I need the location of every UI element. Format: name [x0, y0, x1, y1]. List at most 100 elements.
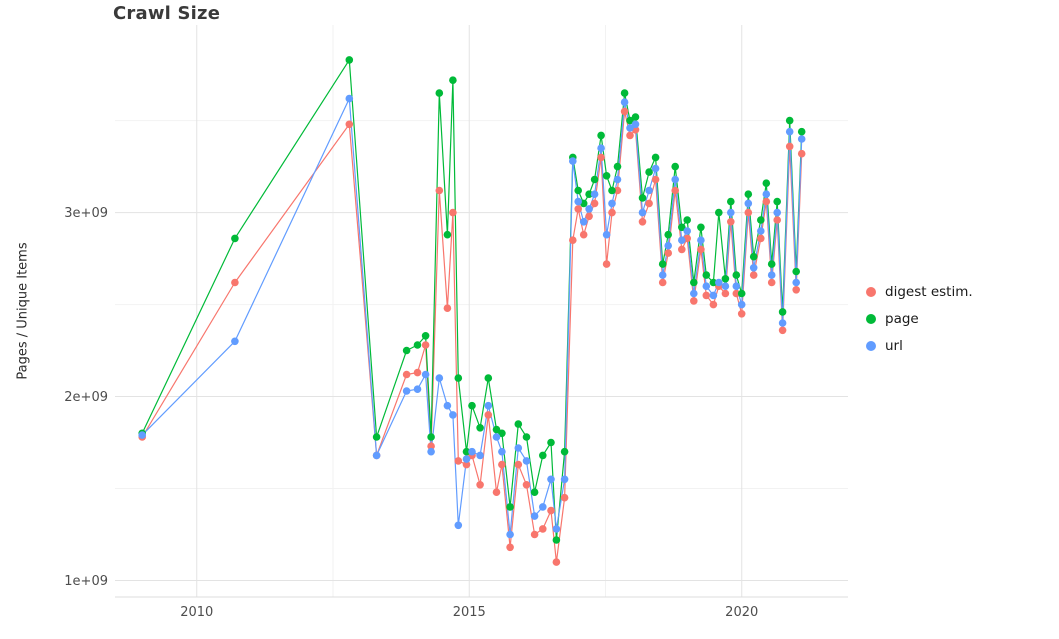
y-tick-label: 1e+09 — [64, 574, 108, 589]
data-point — [732, 271, 741, 279]
data-point — [468, 401, 476, 410]
data-point — [651, 164, 660, 173]
data-point — [767, 278, 776, 287]
data-point — [638, 194, 647, 202]
data-point — [574, 205, 582, 213]
data-point — [506, 503, 514, 511]
data-point — [462, 455, 471, 463]
data-point — [651, 175, 660, 184]
data-point — [737, 289, 746, 298]
data-point — [590, 175, 599, 184]
data-point — [727, 197, 735, 206]
data-point — [620, 98, 629, 106]
data-point — [231, 337, 239, 346]
chart-title: Crawl Size — [113, 3, 221, 24]
data-point — [762, 197, 771, 206]
data-point — [671, 186, 679, 195]
series-line-digest-estim- — [141, 110, 803, 563]
data-point — [552, 558, 561, 566]
data-point — [626, 116, 634, 125]
data-point — [697, 223, 705, 232]
data-point — [792, 278, 800, 287]
data-point — [602, 172, 611, 180]
data-point — [597, 144, 605, 152]
data-point — [744, 208, 753, 217]
data-point — [552, 536, 561, 544]
data-point — [402, 346, 411, 355]
data-point — [702, 282, 711, 291]
legend-item-url: url — [866, 338, 973, 354]
data-point — [372, 433, 381, 441]
data-point — [569, 236, 577, 244]
data-point — [721, 275, 730, 283]
data-point — [683, 216, 691, 224]
data-point — [631, 113, 640, 121]
data-point — [709, 278, 718, 287]
data-point — [539, 451, 547, 460]
legend-item-digest-estim: digest estim. — [866, 284, 973, 300]
data-point — [522, 481, 531, 489]
legend-key-dot-digest — [866, 287, 876, 297]
data-point — [732, 282, 741, 291]
data-point — [345, 94, 354, 103]
data-point — [749, 252, 758, 261]
data-point — [715, 208, 723, 217]
data-point — [498, 447, 506, 456]
data-point — [574, 197, 582, 206]
data-point — [569, 157, 577, 165]
data-point — [749, 271, 758, 279]
data-point — [749, 264, 758, 272]
data-point — [421, 341, 430, 349]
data-point — [773, 197, 781, 206]
data-point — [664, 249, 672, 257]
data-point — [560, 475, 569, 484]
data-point — [620, 107, 629, 116]
data-point — [435, 89, 444, 97]
data-point — [727, 218, 735, 226]
data-point — [613, 175, 622, 184]
data-point — [602, 260, 611, 268]
series-line-page — [141, 59, 803, 541]
data-point — [757, 227, 765, 235]
data-point — [498, 460, 506, 469]
y-tick-label: 3e+09 — [64, 206, 108, 221]
data-point — [721, 282, 730, 291]
data-point — [671, 162, 679, 171]
data-point — [547, 438, 555, 447]
data-point — [514, 444, 523, 452]
data-point — [785, 127, 794, 136]
data-point — [462, 460, 471, 469]
data-point — [579, 218, 588, 226]
data-point — [757, 234, 765, 243]
data-point — [792, 286, 800, 294]
data-point — [427, 433, 435, 441]
data-point — [702, 271, 711, 279]
data-point — [590, 199, 599, 208]
data-point — [539, 503, 547, 511]
data-point — [449, 76, 457, 84]
data-point — [757, 216, 765, 224]
y-axis-label: Pages / Unique Items — [15, 242, 31, 380]
data-point — [231, 278, 239, 287]
y-tick-label: 2e+09 — [64, 390, 108, 405]
data-point — [231, 234, 239, 243]
data-point — [421, 370, 430, 379]
data-point — [421, 332, 430, 340]
data-point — [645, 186, 653, 195]
series-line-url — [141, 97, 803, 536]
data-point — [484, 401, 493, 410]
data-point — [797, 135, 806, 143]
data-point — [590, 190, 599, 198]
data-point — [709, 291, 718, 300]
data-point — [658, 260, 667, 268]
data-point — [645, 199, 653, 208]
data-point — [626, 131, 634, 140]
legend-label-url: url — [885, 338, 903, 354]
data-point — [454, 374, 463, 382]
data-point — [678, 245, 686, 254]
data-point — [602, 230, 611, 239]
data-point — [664, 230, 672, 239]
data-point — [522, 433, 531, 441]
